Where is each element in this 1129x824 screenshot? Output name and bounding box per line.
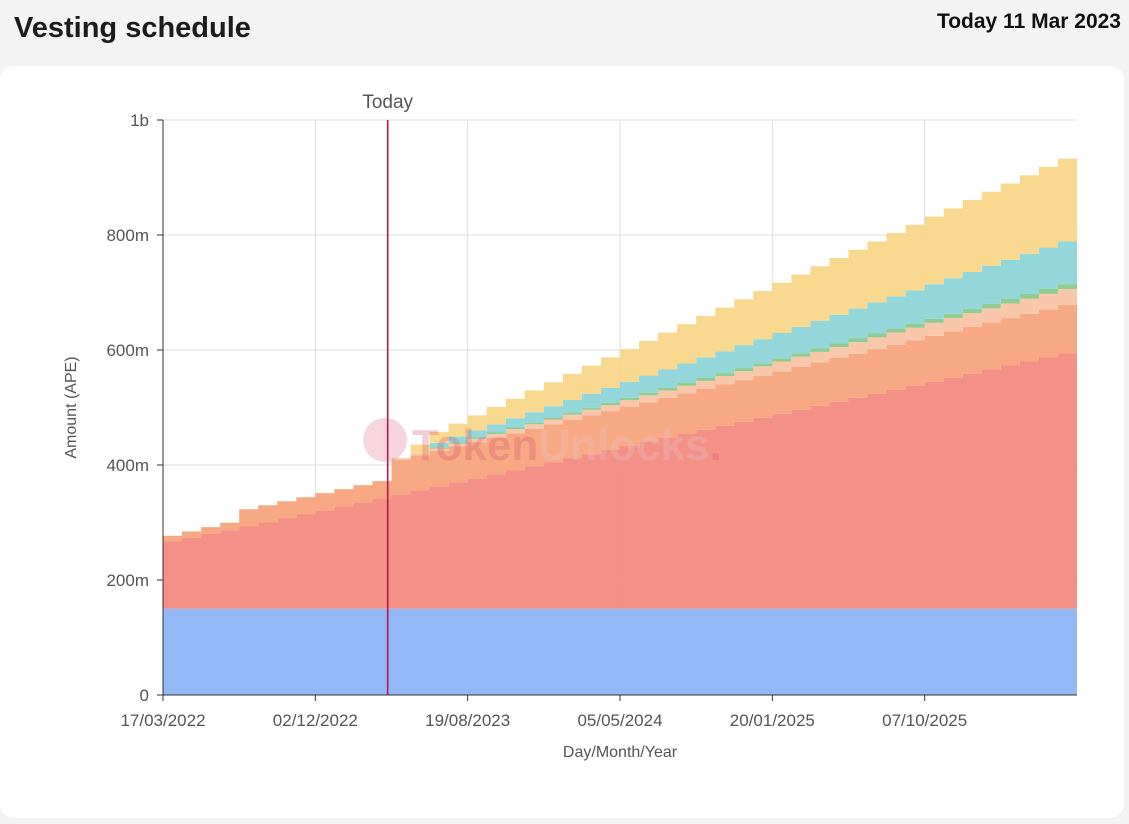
- page-title: Vesting schedule: [14, 12, 251, 44]
- svg-text:TokenUnlocks.: TokenUnlocks.: [412, 421, 722, 470]
- x-axis-title: Day/Month/Year: [563, 744, 678, 761]
- area-series-7[interactable]: [163, 158, 1077, 536]
- area-series-3[interactable]: [163, 304, 1077, 542]
- x-tick-label: 05/05/2024: [577, 711, 662, 730]
- today-date-label: Today 11 Mar 2023: [936, 10, 1121, 33]
- x-tick-label: 20/01/2025: [730, 711, 815, 730]
- area-series-1[interactable]: [163, 608, 1077, 695]
- x-tick-label: 02/12/2022: [273, 711, 358, 730]
- chart-areas[interactable]: [163, 158, 1077, 695]
- x-tick-label: 19/08/2023: [425, 711, 510, 730]
- y-tick-label: 400m: [106, 456, 149, 475]
- x-tick-label: 07/10/2025: [882, 711, 967, 730]
- y-tick-label: 800m: [106, 226, 149, 245]
- y-tick-label: 200m: [106, 571, 149, 590]
- area-series-2[interactable]: [163, 353, 1077, 609]
- watermark-dot-text: .: [709, 421, 721, 470]
- area-series-6[interactable]: [163, 241, 1077, 536]
- area-series-5[interactable]: [163, 284, 1077, 536]
- tokenunlocks-watermark: TokenUnlocks.: [363, 418, 722, 470]
- y-tick-label: 0: [140, 686, 149, 705]
- lock-logo-icon: [363, 418, 407, 462]
- chart-card: 0 200m 400m 600m 800m 1b 17/03/2022 02/12/2022 1…: [0, 66, 1124, 818]
- watermark-unlocks-text: Unlocks: [538, 421, 709, 470]
- y-tick-label: 1b: [130, 111, 149, 130]
- y-axis-title: Amount (APE): [63, 356, 80, 458]
- watermark-token-text: Token: [412, 421, 538, 470]
- y-tick-label: 600m: [106, 341, 149, 360]
- today-marker: Today: [362, 92, 414, 695]
- chart-axes: 0 200m 400m 600m 800m 1b 17/03/2022 02/12/2022 1…: [106, 111, 1077, 730]
- today-marker-label: Today: [362, 92, 413, 113]
- vesting-chart[interactable]: 0 200m 400m 600m 800m 1b 17/03/2022 02/12/2022 1…: [0, 66, 1124, 818]
- x-tick-label: 17/03/2022: [120, 711, 205, 730]
- area-series-4[interactable]: [163, 289, 1077, 536]
